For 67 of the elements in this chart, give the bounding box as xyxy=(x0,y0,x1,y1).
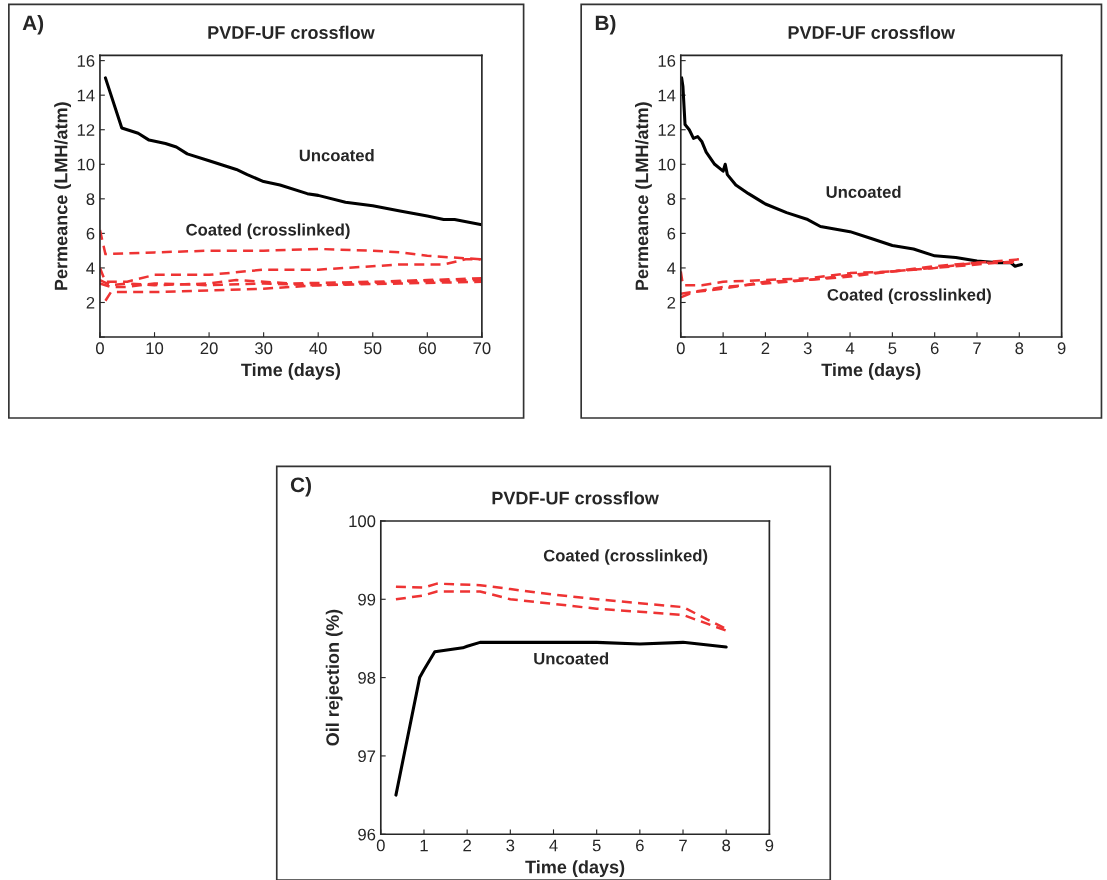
x-tick-label: 70 xyxy=(473,342,491,355)
y-tick-label: 14 xyxy=(77,89,95,102)
y-tick-label: 12 xyxy=(77,124,95,136)
x-tick-label: 6 xyxy=(930,342,939,355)
y-tick-label: 10 xyxy=(77,158,95,171)
x-tick-label: 0 xyxy=(676,342,685,355)
x-tick-label: 7 xyxy=(973,342,981,354)
x-tick-label: 5 xyxy=(888,342,897,355)
annotation: Uncoated xyxy=(299,149,374,162)
x-axis-title: Time (days) xyxy=(241,362,341,380)
x-tick-label: 1 xyxy=(719,342,727,354)
x-tick-label: 7 xyxy=(679,839,687,852)
y-tick-label: 100 xyxy=(349,515,376,528)
x-tick-label: 9 xyxy=(765,839,774,852)
text: A) xyxy=(22,14,44,35)
annotation: Coated (crosslinked) xyxy=(827,288,991,304)
x-tick-label: 50 xyxy=(364,342,382,355)
y-tick-label: 16 xyxy=(658,55,676,67)
x-tick-label: 6 xyxy=(636,839,644,852)
y-tick-label: 98 xyxy=(358,672,376,684)
x-tick-label: 4 xyxy=(845,342,855,354)
x-tick-label: 8 xyxy=(722,839,731,852)
y-tick-label: 2 xyxy=(86,296,95,309)
x-tick-label: 5 xyxy=(592,839,601,852)
x-axis-title: Time (days) xyxy=(525,860,625,878)
x-tick-label: 1 xyxy=(420,839,428,852)
x-axis-title: Time (days) xyxy=(821,362,921,380)
x-tick-label: 30 xyxy=(255,342,273,355)
y-tick-label: 16 xyxy=(77,55,95,67)
chart-title: PVDF-UF crossflow xyxy=(492,491,659,505)
text: C) xyxy=(290,476,311,497)
x-tick-label: 8 xyxy=(1015,342,1024,355)
chart-title: PVDF-UF crossflow xyxy=(208,25,375,39)
y-tick-label: 4 xyxy=(667,262,676,274)
x-tick-label: 0 xyxy=(376,839,385,852)
x-tick-label: 3 xyxy=(506,839,515,852)
y-tick-label: 12 xyxy=(658,124,676,136)
x-tick-label: 3 xyxy=(803,342,812,355)
annotation: Uncoated xyxy=(534,652,609,665)
x-tick-label: 20 xyxy=(200,342,218,355)
text: B) xyxy=(595,14,616,35)
y-axis-title: Permeance (LMH/atm) xyxy=(635,102,652,290)
x-tick-label: 40 xyxy=(309,342,327,355)
y-tick-label: 8 xyxy=(86,193,95,206)
y-tick-label: 96 xyxy=(358,828,376,841)
y-tick-label: 6 xyxy=(86,227,95,240)
annotation: Uncoated xyxy=(826,185,901,198)
y-tick-label: 14 xyxy=(658,89,676,102)
y-tick-label: 2 xyxy=(667,296,676,309)
x-tick-label: 9 xyxy=(1057,342,1066,355)
annotation: Coated (crosslinked) xyxy=(543,549,708,565)
x-tick-label: 0 xyxy=(95,342,104,355)
chart-title: PVDF-UF crossflow xyxy=(788,25,956,39)
y-tick-label: 99 xyxy=(358,593,376,606)
y-tick-label: 10 xyxy=(658,158,676,171)
x-tick-label: 60 xyxy=(418,342,436,355)
y-tick-label: 6 xyxy=(667,227,676,240)
annotation: Coated (crosslinked) xyxy=(186,223,350,239)
y-axis-title: Oil rejection (%) xyxy=(325,609,343,746)
y-tick-label: 97 xyxy=(358,750,376,763)
y-tick-label: 8 xyxy=(667,193,676,206)
x-tick-label: 10 xyxy=(146,342,164,355)
y-axis-title: Permeance (LMH/atm) xyxy=(54,102,72,290)
x-tick-label: 4 xyxy=(549,839,558,852)
x-tick-label: 2 xyxy=(761,342,770,354)
x-tick-label: 2 xyxy=(463,839,471,852)
y-tick-label: 4 xyxy=(86,262,95,274)
